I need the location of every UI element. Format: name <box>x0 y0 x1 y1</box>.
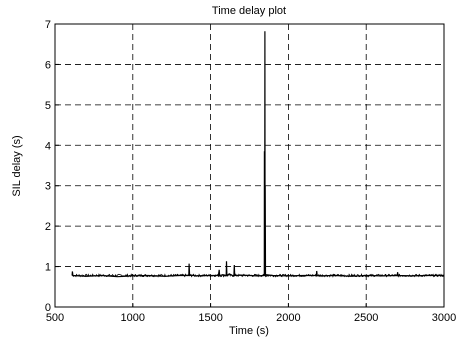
grid-lines <box>55 24 444 307</box>
y-axis-label: SIL delay (s) <box>11 135 23 196</box>
x-tick-label: 2000 <box>276 312 300 324</box>
y-tick-label: 3 <box>45 181 51 193</box>
x-tick-label: 1500 <box>198 312 222 324</box>
x-tick-label: 500 <box>46 312 64 324</box>
y-tick-label: 6 <box>45 59 51 71</box>
axis-ticks: 500 1000 1500 2000 2500 3000 0 1 2 3 4 5 6 7 <box>45 19 456 324</box>
x-tick-label: 3000 <box>432 312 456 324</box>
y-tick-label: 7 <box>45 19 51 31</box>
y-tick-label: 5 <box>45 100 51 112</box>
y-tick-label: 1 <box>45 262 51 274</box>
y-tick-label: 2 <box>45 221 51 233</box>
x-axis-label: Time (s) <box>229 325 269 337</box>
x-tick-label: 1000 <box>121 312 145 324</box>
plot-frame <box>54 23 445 308</box>
y-tick-label: 4 <box>45 140 51 152</box>
y-tick-label: 0 <box>45 302 51 314</box>
x-tick-label: 2500 <box>354 312 378 324</box>
series-group <box>71 31 445 278</box>
series-noise-band <box>71 273 445 278</box>
series-line <box>71 31 444 278</box>
chart-title: Time delay plot <box>212 5 286 17</box>
